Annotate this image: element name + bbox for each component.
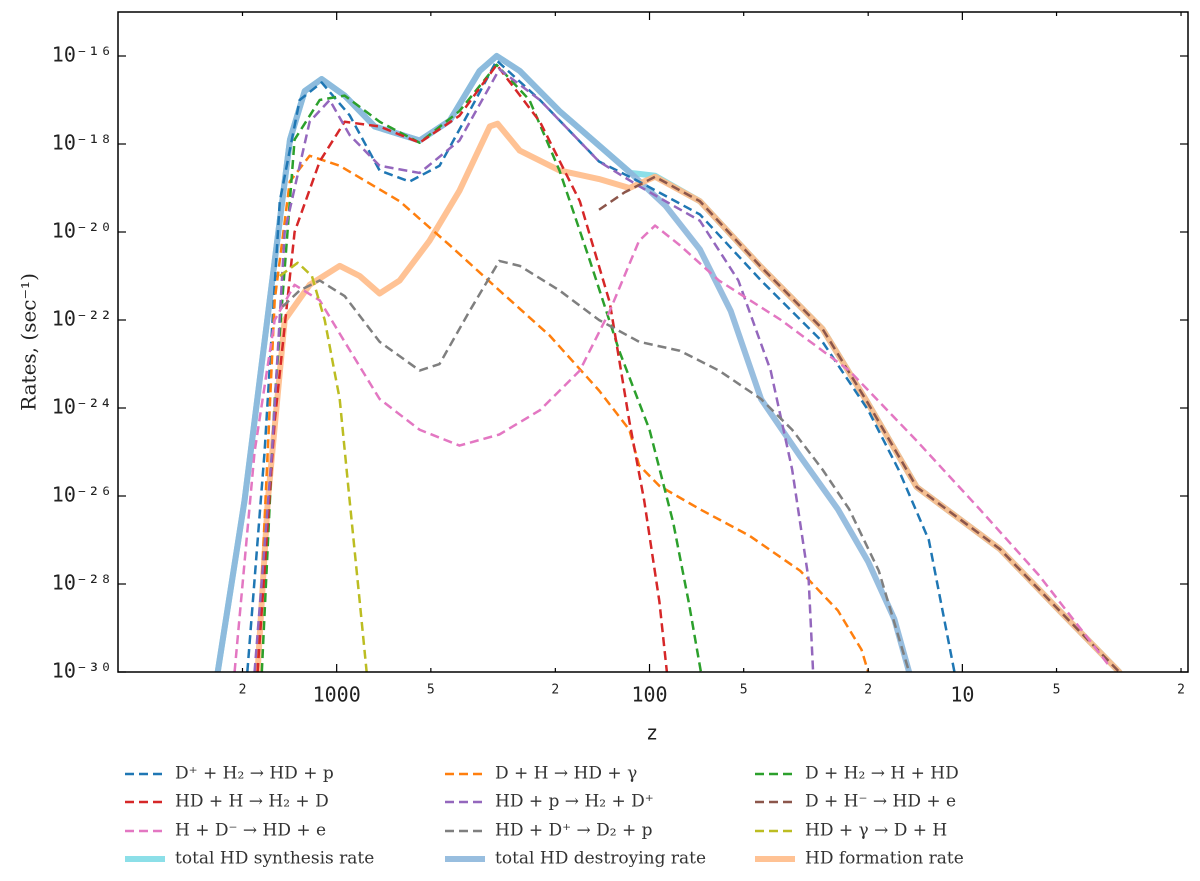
plot-frame xyxy=(117,11,1189,673)
x-tick-label: 2 xyxy=(551,683,559,698)
y-tick-label: 10⁻¹⁸ xyxy=(52,131,112,155)
series-line xyxy=(256,63,669,672)
plot-lines xyxy=(214,53,1123,672)
y-tick-label: 10⁻²⁸ xyxy=(52,571,112,595)
series-line xyxy=(260,63,703,672)
x-axis-label: z xyxy=(646,721,658,745)
legend-label: HD + p → H₂ + D⁺ xyxy=(495,792,654,812)
series-line xyxy=(279,261,368,672)
y-tick-label: 10⁻²² xyxy=(52,307,112,331)
legend-label: D + H⁻ → HD + e xyxy=(805,792,956,812)
x-tick-label: 5 xyxy=(1053,683,1061,698)
y-tick-label: 10⁻¹⁶ xyxy=(52,43,112,67)
y-tick-label: 10⁻³⁰ xyxy=(52,659,112,683)
legend-label: D⁺ + H₂ → HD + p xyxy=(175,764,334,784)
x-tick-label: 100 xyxy=(631,683,667,707)
legend-label: HD + H → H₂ + D xyxy=(175,792,329,812)
series-line xyxy=(598,175,1121,672)
x-tick-label: 2 xyxy=(1177,683,1185,698)
series-line xyxy=(253,68,815,672)
legend-label: HD + γ → D + H xyxy=(805,821,947,841)
legend-label: HD + D⁺ → D₂ + p xyxy=(495,821,653,841)
legend-label: H + D⁻ → HD + e xyxy=(175,821,326,841)
legend-label: total HD destroying rate xyxy=(495,849,706,869)
legend-label: HD formation rate xyxy=(805,849,964,869)
y-axis-label: Rates, (sec⁻¹) xyxy=(17,273,41,411)
y-tick-label: 10⁻²⁴ xyxy=(52,395,112,419)
legend-label: D + H₂ → H + HD xyxy=(805,764,959,784)
series-line xyxy=(256,154,870,672)
legend-label: total HD synthesis rate xyxy=(175,849,374,869)
x-tick-label: 2 xyxy=(239,683,247,698)
y-tick-label: 10⁻²⁶ xyxy=(52,483,112,507)
x-tick-label: 2 xyxy=(864,683,872,698)
y-tick-label: 10⁻²⁰ xyxy=(52,219,112,243)
x-tick-label: 5 xyxy=(427,683,435,698)
legend-label: D + H → HD + γ xyxy=(495,764,637,784)
x-tick-label: 1000 xyxy=(313,683,361,707)
x-tick-label: 5 xyxy=(740,683,748,698)
x-tick-label: 10 xyxy=(950,683,974,707)
